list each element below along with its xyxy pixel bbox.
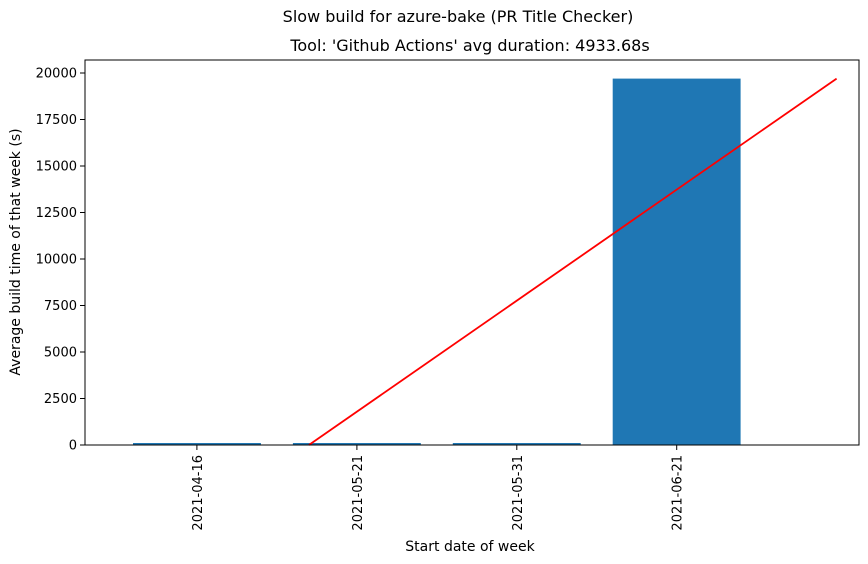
trend-line [308,77,838,446]
bar [612,78,741,445]
bar [292,443,421,445]
x-tick-label: 2021-05-31 [511,455,526,531]
bar [452,443,581,445]
y-tick-label: 20000 [36,67,77,82]
y-axis-label: Average build time of that week (s) [8,128,24,375]
y-tick-label: 12500 [36,206,77,221]
axes-frame [84,59,860,446]
plot-area: 0 2500 5000 7500 10000 12500 15000 17500 20000 20… [36,67,838,531]
y-tick-label: 5000 [44,346,77,361]
chart-title: Tool: 'Github Actions' avg duration: 493… [289,36,649,55]
y-tick-label: 0 [69,439,77,454]
chart-suptitle: Slow build for azure-bake (PR Title Chec… [283,7,634,26]
bar [133,443,261,445]
y-tick-label: 7500 [44,299,77,314]
x-axis-label: Start date of week [405,539,535,555]
x-tick-label: 2021-05-21 [351,455,366,531]
y-tick-label: 10000 [36,253,77,268]
x-tick-label: 2021-06-21 [671,455,686,531]
y-tick-label: 2500 [44,392,77,407]
y-tick-label: 15000 [36,160,77,175]
y-tick-label: 17500 [36,113,77,128]
x-tick-label: 2021-04-16 [191,455,206,531]
